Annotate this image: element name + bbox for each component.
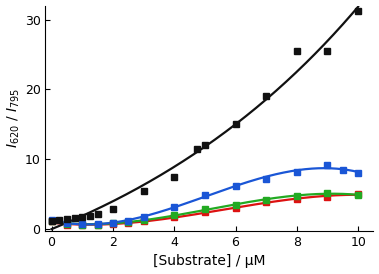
X-axis label: [Substrate] / μM: [Substrate] / μM bbox=[153, 255, 266, 269]
Y-axis label: $I_{620}$ / $I_{795}$: $I_{620}$ / $I_{795}$ bbox=[6, 88, 22, 149]
